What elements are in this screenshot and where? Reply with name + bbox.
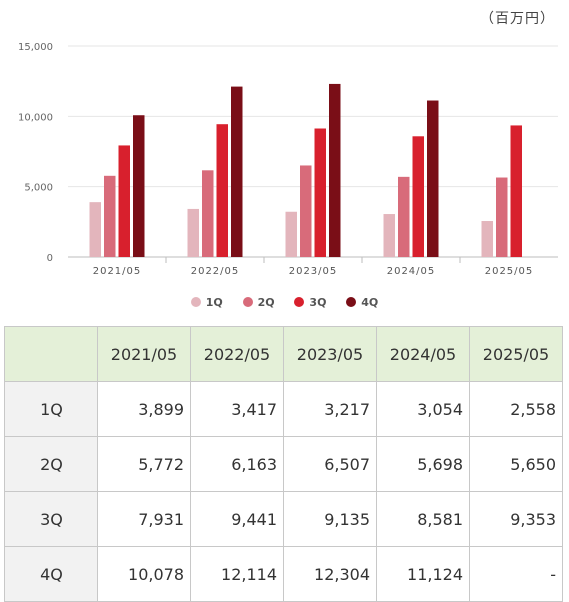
table-cell: 9,441 [190, 491, 284, 547]
table-header-cell: 2021/05 [97, 326, 191, 382]
legend-dot-2q [242, 297, 253, 307]
table-header-cell: 2025/05 [469, 326, 563, 382]
table-header-cell: 2023/05 [283, 326, 377, 382]
table-row: 1Q 3,899 3,417 3,217 3,054 2,558 [4, 381, 563, 437]
table-cell: 3,899 [97, 381, 191, 437]
chart-legend: 1Q 2Q 3Q 4Q [0, 296, 569, 309]
table-cell: 5,698 [376, 436, 470, 492]
bar-2q-1 [202, 170, 214, 257]
table-header-row: 2021/05 2022/05 2023/05 2024/05 2025/05 [4, 326, 563, 382]
bar-2q-2 [300, 165, 312, 257]
bar-4q-2 [329, 83, 341, 257]
table-cell: 11,124 [376, 546, 470, 602]
legend-dot-3q [294, 297, 305, 307]
legend-label-3q: 3Q [309, 296, 327, 309]
unit-label: （百万円） [480, 11, 555, 27]
y-tick-label: 10,000 [18, 112, 53, 123]
bar-3q-1 [216, 124, 228, 258]
bar-1q-1 [187, 208, 199, 257]
table-cell: 5,772 [97, 436, 191, 492]
x-tick-label: 2021/05 [93, 266, 142, 277]
legend-dot-4q [346, 297, 357, 307]
table-cell: 12,114 [190, 546, 284, 602]
y-tick-label: 5,000 [24, 183, 53, 194]
legend-label-1q: 1Q [205, 296, 223, 309]
bar-3q-2 [314, 128, 326, 257]
table-row: 4Q 10,078 12,114 12,304 11,124 - [4, 546, 563, 602]
row-label: 2Q [4, 436, 98, 492]
row-label: 1Q [4, 381, 98, 437]
x-tick-label: 2022/05 [191, 266, 240, 277]
table-cell: 9,353 [469, 491, 563, 547]
legend-item-3q[interactable]: 3Q [294, 296, 326, 309]
table-cell: 8,581 [376, 491, 470, 547]
legend-item-2q[interactable]: 2Q [242, 296, 275, 309]
row-label: 4Q [4, 546, 98, 602]
legend-item-1q[interactable]: 1Q [190, 296, 223, 309]
table-row: 3Q 7,931 9,441 9,135 8,581 9,353 [4, 491, 563, 547]
bar-2q-3 [398, 176, 410, 257]
legend-dot-1q [190, 297, 201, 307]
table-cell: 3,054 [376, 381, 470, 437]
bar-chart: 0 5,000 10,000 15,000 2021/05 2022/05 2023/05 2… [18, 42, 558, 277]
legend-item-4q[interactable]: 4Q [346, 296, 378, 309]
x-tick-label: 2023/05 [289, 266, 338, 277]
bar-1q-0 [89, 202, 101, 257]
table-cell: 9,135 [283, 491, 377, 547]
x-tick-label: 2024/05 [387, 266, 436, 277]
bar-2q-4 [496, 177, 508, 257]
table-cell: - [469, 546, 563, 602]
bar-4q-3 [427, 100, 439, 257]
table-cell: 3,417 [190, 381, 284, 437]
table-cell: 5,650 [469, 436, 563, 492]
bar-3q-3 [412, 136, 424, 257]
legend-label-4q: 4Q [361, 296, 379, 309]
bar-4q-0 [133, 115, 145, 257]
bar-2q-0 [104, 175, 116, 257]
table-header-cell: 2022/05 [190, 326, 284, 382]
table-cell: 7,931 [97, 491, 191, 547]
legend-label-2q: 2Q [257, 296, 275, 309]
bar-3q-0 [118, 145, 130, 257]
table-cell: 10,078 [97, 546, 191, 602]
table-header-corner [4, 326, 98, 382]
bar-4q-1 [231, 86, 243, 257]
table-header-cell: 2024/05 [376, 326, 470, 382]
table-cell: 2,558 [469, 381, 563, 437]
table-cell: 3,217 [283, 381, 377, 437]
table-cell: 6,163 [190, 436, 284, 492]
table-cell: 12,304 [283, 546, 377, 602]
x-tick-label: 2025/05 [485, 266, 534, 277]
bar-3q-4 [510, 125, 522, 257]
bar-1q-2 [285, 211, 297, 257]
row-label: 3Q [4, 491, 98, 547]
bar-1q-3 [383, 214, 395, 257]
y-tick-label: 0 [47, 253, 53, 264]
y-tick-label: 15,000 [18, 42, 53, 53]
data-table: 2021/05 2022/05 2023/05 2024/05 2025/05 … [4, 326, 563, 602]
bar-1q-4 [481, 221, 493, 257]
table-row: 2Q 5,772 6,163 6,507 5,698 5,650 [4, 436, 563, 492]
table-cell: 6,507 [283, 436, 377, 492]
